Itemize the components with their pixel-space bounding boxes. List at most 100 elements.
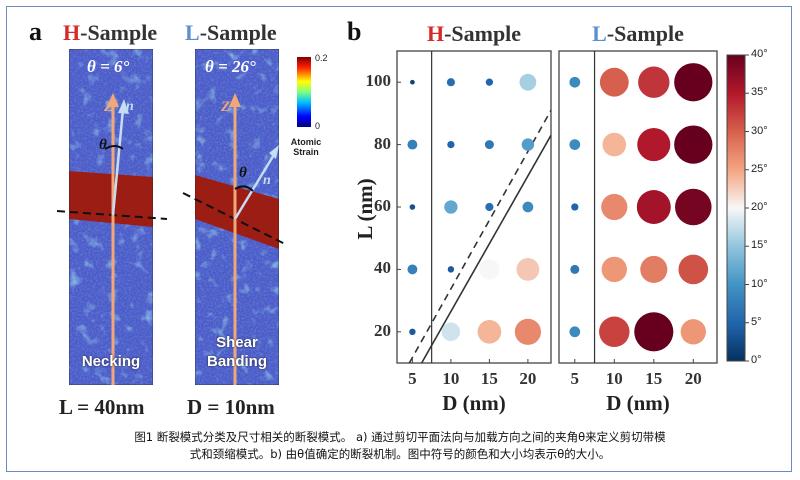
bubble-l-D20-L100 (674, 63, 713, 102)
strain-colorbar-max: 0.2 (315, 53, 328, 63)
h-sample-header: H-Sample (63, 20, 157, 46)
l-z-label: Z (221, 99, 231, 115)
theta-colorbar-label-2: 10° (751, 277, 768, 290)
l-annotations (182, 93, 288, 385)
bubble-l-D15-L20 (634, 312, 674, 352)
h-suffix: -Sample (80, 20, 158, 45)
l-overlay-line1: Shear (216, 334, 258, 351)
l-n-label: n (263, 173, 271, 188)
theta-colorbar-label-0: 0° (751, 354, 762, 366)
atomic-strain-colorbar (297, 57, 311, 127)
bubble-l-D15-L100 (638, 66, 670, 98)
x-tick-label-1-1: 10 (605, 369, 623, 388)
l-suffix: -Sample (199, 20, 277, 45)
bubble-h-D5-L60 (409, 204, 416, 210)
bubble-h-D15-L20 (477, 319, 502, 344)
figure-frame: a H-Sample L-Sample θ = 6° Z n θ Neck (6, 6, 792, 472)
subplot-title-prefix-0: H (426, 21, 445, 46)
bubble-h-D10-L80 (447, 140, 455, 149)
h-z-arrow-head (107, 93, 119, 107)
bubble-l-D15-L40 (640, 255, 668, 283)
bubble-l-D10-L20 (599, 316, 630, 348)
l-overlay-line2: Banding (207, 353, 267, 370)
l-bottom-label: D = 10nm (187, 395, 275, 419)
bubble-h-D15-L40 (479, 259, 500, 280)
l-n-arrow-head (269, 145, 279, 159)
x-tick-label-0-3: 20 (519, 369, 537, 388)
bubble-l-D15-L60 (636, 190, 671, 224)
bubble-h-D20-L60 (522, 201, 534, 213)
bubble-l-D20-L80 (674, 125, 713, 164)
x-tick-label-1-3: 20 (684, 369, 702, 388)
bubble-h-D5-L100 (410, 79, 415, 85)
bubble-h-D5-L80 (407, 139, 418, 150)
caption-line-1: 图1 断裂模式分类及尺寸相关的断裂模式。 a) 通过剪切平面法向与加载方向之间的… (134, 430, 666, 444)
x-tick-label-0-0: 5 (408, 369, 417, 388)
bubble-h-D20-L80 (521, 138, 535, 151)
strain-colorbar-label: Atomic Strain (279, 137, 333, 157)
l-sample-header: L-Sample (185, 20, 277, 46)
bubble-l-D20-L20 (680, 319, 706, 345)
h-annotations (56, 93, 168, 385)
bubble-l-D5-L20 (569, 326, 581, 338)
bubble-l-D5-L100 (569, 76, 581, 88)
bubble-l-D10-L40 (601, 256, 627, 283)
theta-colorbar-label-3: 15° (751, 239, 768, 252)
h-prefix: H (63, 20, 81, 45)
theta-colorbar-label-5: 25° (751, 162, 768, 175)
figure-caption: 图1 断裂模式分类及尺寸相关的断裂模式。 a) 通过剪切平面法向与加载方向之间的… (27, 429, 773, 463)
h-n-arrow-head (118, 99, 129, 114)
bubble-l-D20-L60 (675, 188, 712, 226)
l-theta-symbol: θ (239, 165, 247, 181)
y-tick-label-1: 40 (374, 258, 391, 278)
bubble-h-D15-L100 (485, 78, 494, 86)
strain-colorbar-min: 0 (315, 121, 321, 131)
bubble-h-D10-L40 (447, 266, 455, 273)
h-normal-arrow (111, 108, 125, 216)
theta-colorbar-label-8: 40° (751, 48, 768, 60)
bubble-h-D15-L80 (484, 140, 494, 150)
y-tick-label-3: 80 (374, 133, 391, 153)
subplot-title-suffix-1: -Sample (606, 21, 684, 46)
h-z-label: Z (104, 99, 114, 115)
subplot-title-0: H-Sample (404, 21, 544, 47)
l-theta-arc (234, 185, 254, 192)
boundary-dashed-line (408, 109, 551, 363)
bubble-chart (396, 50, 749, 364)
bubble-chart-text: 5 10 15 20 H-Sample D (nm) 20 40 60 80 100 L (nm) 5 1… (7, 7, 793, 427)
subplot-title-suffix-0: -Sample (444, 21, 522, 46)
theta-colorbar-label-7: 35° (751, 86, 768, 99)
h-theta-value: θ = 6° (87, 57, 130, 76)
bubble-h-D15-L60 (485, 202, 494, 212)
panel-a-letter: a (29, 17, 42, 46)
subplot-title-1: L-Sample (568, 21, 708, 47)
x-tick-label-1-0: 5 (570, 369, 580, 388)
h-n-label: n (126, 99, 134, 114)
bubble-h-D5-L20 (409, 328, 416, 336)
y-tick-label-4: 100 (365, 71, 392, 91)
bubble-l-D5-L60 (571, 203, 579, 211)
bubble-l-D5-L80 (569, 139, 581, 150)
x-tick-label-0-1: 10 (442, 369, 460, 388)
bubble-h-D20-L100 (519, 73, 537, 91)
theta-colorbar-label-4: 20° (751, 201, 768, 213)
x-axis-label-1: D (nm) (606, 391, 670, 415)
bubble-h-D20-L20 (514, 318, 542, 345)
h-theta-arc (104, 145, 124, 150)
bubble-l-D5-L40 (570, 264, 580, 274)
l-theta-value: θ = 26° (205, 57, 256, 76)
h-theta-symbol: θ (99, 137, 107, 153)
y-axis-label: L (nm) (353, 178, 377, 240)
l-shear-banding-label: Shear Banding (197, 333, 277, 371)
bubble-l-D10-L60 (601, 193, 628, 221)
bubble-l-D20-L40 (678, 254, 709, 285)
y-tick-label-0: 20 (374, 320, 391, 340)
h-necking-label: Necking (81, 353, 141, 370)
boundary-solid-line (420, 134, 551, 363)
l-prefix: L (185, 20, 200, 45)
bubble-h-D20-L40 (516, 258, 540, 281)
bubble-h-D10-L60 (444, 200, 458, 214)
x-tick-label-0-2: 15 (480, 369, 498, 388)
strain-label-line1: Atomic (290, 137, 322, 147)
x-axis-label-0: D (nm) (442, 391, 506, 415)
